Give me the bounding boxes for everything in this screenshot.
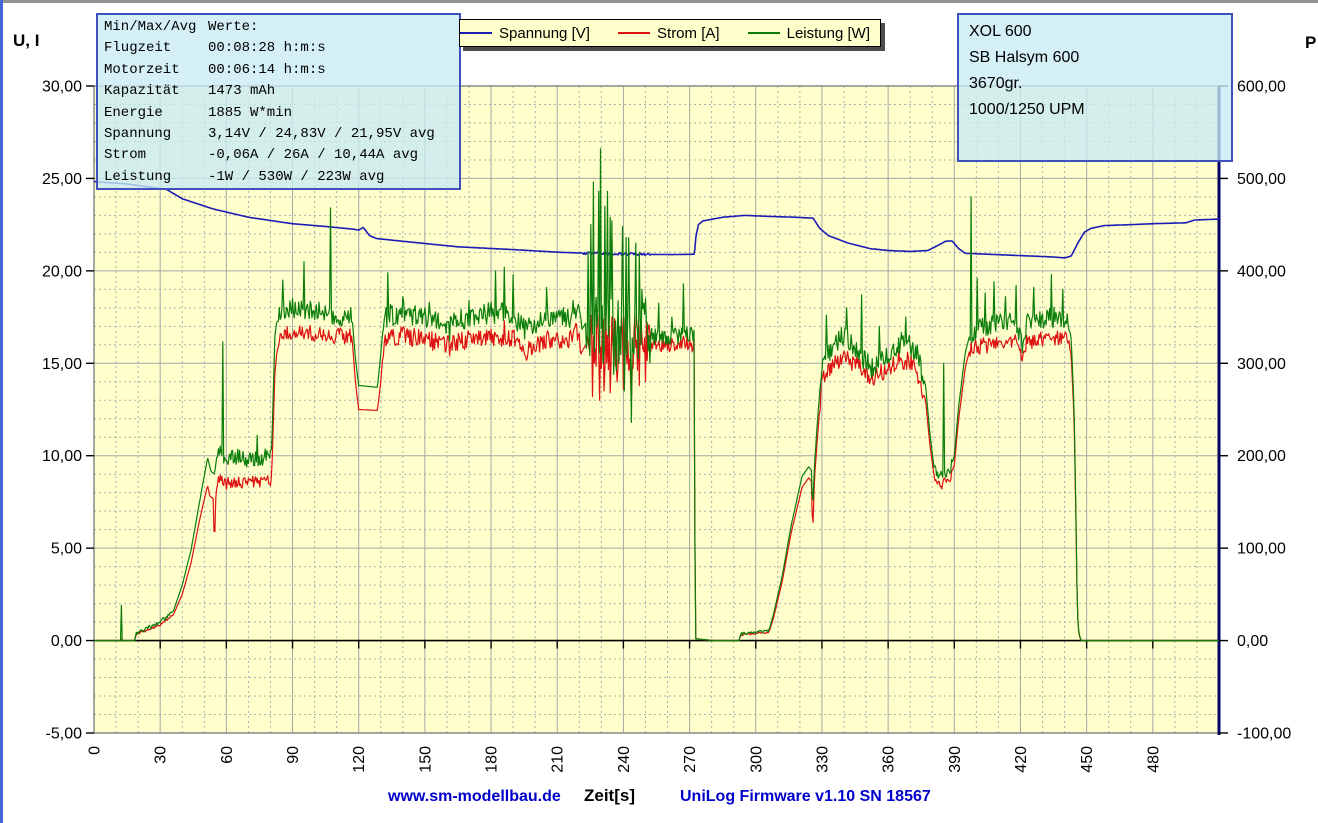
svg-text:10,00: 10,00 bbox=[42, 448, 82, 465]
svg-text:300,00: 300,00 bbox=[1237, 356, 1286, 373]
x-axis-title: Zeit[s] bbox=[584, 786, 635, 805]
model-line-0: XOL 600 bbox=[969, 23, 1032, 40]
svg-text:480: 480 bbox=[1145, 746, 1162, 773]
svg-text:0,00: 0,00 bbox=[51, 633, 82, 650]
series-V bbox=[94, 180, 1219, 259]
legend-line-swatch bbox=[618, 32, 651, 34]
svg-text:90: 90 bbox=[285, 746, 302, 764]
svg-text:600,00: 600,00 bbox=[1237, 79, 1286, 96]
model-info-box: XOL 600 SB Halsym 600 3670gr. 1000/1250 UPM bbox=[957, 13, 1233, 162]
info-row-0: Min/Max/Avg Werte: bbox=[104, 19, 259, 35]
info-row-7: Leistung -1W / 530W / 223W avg bbox=[104, 168, 385, 185]
svg-text:180: 180 bbox=[484, 746, 501, 773]
svg-text:420: 420 bbox=[1013, 746, 1030, 773]
legend-label: Leistung [W] bbox=[786, 24, 870, 42]
chart-legend: Spannung [V] Strom [A] Leistung [W] bbox=[459, 19, 881, 47]
svg-text:15,00: 15,00 bbox=[42, 356, 82, 373]
svg-text:0,00: 0,00 bbox=[1237, 633, 1268, 650]
info-row-5: Spannung 3,14V / 24,83V / 21,95V avg bbox=[104, 125, 435, 142]
svg-text:60: 60 bbox=[219, 746, 236, 764]
svg-text:270: 270 bbox=[682, 746, 699, 773]
legend-label: Strom [A] bbox=[657, 24, 720, 42]
svg-text:200,00: 200,00 bbox=[1237, 448, 1286, 465]
svg-text:100,00: 100,00 bbox=[1237, 541, 1286, 558]
svg-text:120: 120 bbox=[351, 746, 368, 773]
series-W bbox=[94, 148, 1219, 642]
svg-text:450: 450 bbox=[1079, 746, 1096, 773]
right-axis-title: P bbox=[1305, 33, 1317, 52]
legend-entry-2: Leistung [W] bbox=[747, 24, 870, 42]
model-line-3: 1000/1250 UPM bbox=[969, 101, 1085, 118]
svg-text:25,00: 25,00 bbox=[42, 171, 82, 188]
svg-text:-100,00: -100,00 bbox=[1237, 726, 1291, 743]
series-A bbox=[94, 309, 1219, 642]
info-row-2: Motorzeit 00:06:14 h:m:s bbox=[104, 61, 326, 78]
info-row-6: Strom -0,06A / 26A / 10,44A avg bbox=[104, 147, 419, 164]
svg-text:20,00: 20,00 bbox=[42, 263, 82, 280]
svg-text:150: 150 bbox=[417, 746, 434, 773]
info-row-4: Energie 1885 W*min bbox=[104, 104, 293, 121]
svg-text:300: 300 bbox=[748, 746, 765, 773]
svg-text:390: 390 bbox=[947, 746, 964, 773]
legend-entry-1: Strom [A] bbox=[618, 25, 720, 42]
model-line-1: SB Halsym 600 bbox=[969, 49, 1080, 66]
left-axis-title: U, I bbox=[13, 31, 40, 50]
info-row-3: Kapazität 1473 mAh bbox=[104, 83, 276, 100]
svg-text:500,00: 500,00 bbox=[1237, 171, 1286, 188]
model-line-2: 3670gr. bbox=[969, 75, 1023, 92]
legend-line-swatch bbox=[747, 32, 780, 34]
svg-text:30,00: 30,00 bbox=[42, 79, 82, 96]
svg-text:330: 330 bbox=[814, 746, 831, 773]
window-left-border bbox=[0, 0, 3, 823]
legend-label: Spannung [V] bbox=[499, 24, 590, 42]
svg-text:30: 30 bbox=[153, 746, 170, 764]
legend-line-swatch bbox=[460, 32, 492, 34]
firmware-version-text: UniLog Firmware v1.10 SN 18567 bbox=[680, 788, 931, 805]
svg-text:-5,00: -5,00 bbox=[46, 726, 83, 743]
svg-text:400,00: 400,00 bbox=[1237, 263, 1286, 280]
window-top-border bbox=[0, 0, 1318, 3]
svg-text:5,00: 5,00 bbox=[51, 541, 82, 558]
svg-text:210: 210 bbox=[550, 746, 567, 773]
website-link[interactable]: www.sm-modellbau.de bbox=[388, 788, 561, 805]
info-row-1: Flugzeit 00:08:28 h:m:s bbox=[104, 40, 326, 57]
svg-text:240: 240 bbox=[616, 746, 633, 773]
legend-entry-0: Spannung [V] bbox=[460, 25, 590, 42]
minmax-info-box: Min/Max/Avg Werte: Flugzeit 00:08:28 h:m:s M… bbox=[96, 13, 461, 190]
svg-text:0: 0 bbox=[87, 746, 104, 755]
svg-text:360: 360 bbox=[881, 746, 898, 773]
